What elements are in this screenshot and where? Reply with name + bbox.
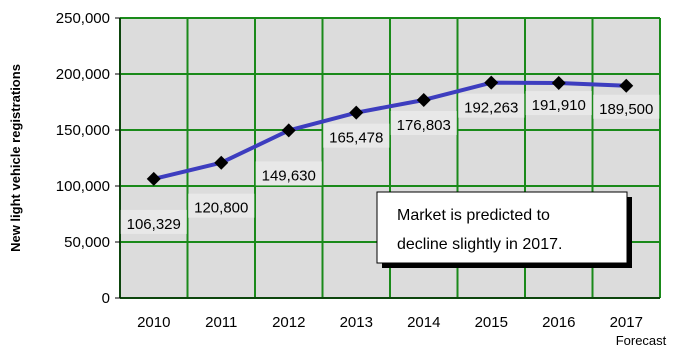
x-axis-ticks: 2010 2011 2012 2013 2014 2015 2016 2017 <box>137 314 643 331</box>
data-point <box>146 171 161 186</box>
x-tick-label: 2013 <box>340 314 373 331</box>
y-tick-label: 150,000 <box>56 122 110 139</box>
data-label: 191,910 <box>532 97 586 114</box>
data-point <box>619 78 634 93</box>
data-labels: 106,329 120,800 149,630 165,478 176,803 192,2… <box>120 91 660 234</box>
y-tick-label: 200,000 <box>56 66 110 83</box>
data-point <box>416 92 431 107</box>
data-label-box <box>188 193 255 218</box>
forecast-label: Forecast <box>616 333 667 348</box>
data-label: 149,630 <box>262 167 316 184</box>
y-tick-label: 0 <box>102 290 110 307</box>
x-tick-label: 2016 <box>542 314 575 331</box>
data-point <box>349 105 364 120</box>
data-markers <box>146 75 634 186</box>
x-tick-label: 2017 <box>610 314 643 331</box>
data-point <box>551 76 566 91</box>
data-label-box <box>255 161 322 186</box>
data-label: 106,329 <box>127 216 181 233</box>
data-label-box <box>390 110 457 135</box>
x-tick-label: 2015 <box>475 314 508 331</box>
y-tick-label: 250,000 <box>56 10 110 27</box>
series-line <box>153 80 627 181</box>
x-tick-label: 2012 <box>272 314 305 331</box>
annotation-line-1: Market is predicted to <box>397 207 550 224</box>
y-tick-label: 100,000 <box>56 178 110 195</box>
data-label: 176,803 <box>397 117 451 134</box>
data-label-box <box>525 91 592 116</box>
y-axis-ticks: 0 50,000 100,000 150,000 200,000 250,000 <box>56 10 120 307</box>
y-axis-title: New light vehicle registrations <box>8 64 23 252</box>
data-label: 189,500 <box>599 101 653 118</box>
y-tick-label: 50,000 <box>64 234 110 251</box>
data-label-box <box>323 123 390 148</box>
x-tick-label: 2014 <box>407 314 440 331</box>
data-label: 120,800 <box>194 200 248 217</box>
annotation-box: Market is predicted to decline slightly … <box>376 191 632 268</box>
data-label: 192,263 <box>464 100 518 117</box>
x-tick-label: 2011 <box>205 314 237 331</box>
x-tick-label: 2010 <box>137 314 170 331</box>
data-point <box>281 123 296 138</box>
data-label: 165,478 <box>329 130 383 147</box>
data-label-box <box>458 93 525 118</box>
data-label-box <box>593 94 660 119</box>
data-label-box <box>120 209 187 234</box>
annotation-line-2: decline slightly in 2017. <box>397 236 562 253</box>
data-point <box>214 155 229 170</box>
data-point <box>484 75 499 90</box>
